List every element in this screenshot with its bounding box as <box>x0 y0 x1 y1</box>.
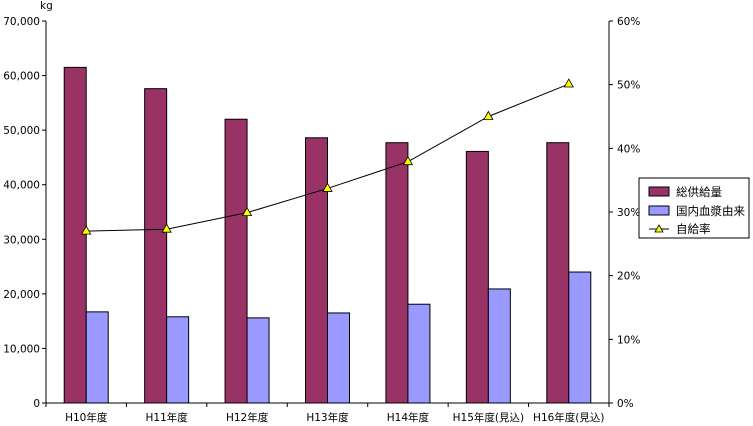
left-tick-label: 30,000 <box>3 234 40 246</box>
bar-domestic <box>487 288 511 404</box>
bar-domestic <box>568 271 592 404</box>
rate-marker <box>161 223 172 233</box>
right-tick-label: 40% <box>617 143 640 155</box>
x-axis-ticks: H10年度 H11年度 H12年度 H13年度 H14年度 H15年度(見込) H16年度(… <box>45 403 610 424</box>
right-tick-label: 20% <box>617 271 640 283</box>
bar-domestic <box>246 317 270 404</box>
left-tick-label: 20,000 <box>3 289 40 301</box>
legend-swatch-domestic <box>648 205 670 216</box>
right-axis-ticks: 0% 10% 20% 30% 40% 50% 60% <box>609 16 640 410</box>
x-tick-label: H12年度 <box>226 411 269 424</box>
left-tick-label: 0 <box>33 398 40 410</box>
bars <box>63 66 592 404</box>
left-tick-label: 60,000 <box>3 71 40 83</box>
bar-total <box>305 137 328 404</box>
legend-label-total: 総供給量 <box>676 185 722 199</box>
bar-total <box>465 150 489 404</box>
x-tick-label: H13年度 <box>306 411 349 424</box>
left-tick-label: 50,000 <box>3 125 40 137</box>
rate-marker <box>322 182 333 192</box>
bar-total <box>144 88 168 404</box>
rate-marker <box>241 206 253 217</box>
legend-label-rate: 自給率 <box>676 222 711 236</box>
rate-marker <box>563 78 574 88</box>
bar-domestic <box>327 312 350 404</box>
right-tick-label: 50% <box>617 80 640 92</box>
bar-total <box>385 142 409 404</box>
right-tick-label: 60% <box>617 16 640 28</box>
bar-domestic <box>407 303 431 404</box>
bar-domestic <box>166 316 190 404</box>
x-tick-label: H14年度 <box>387 411 430 424</box>
x-tick-label: H15年度(見込) <box>453 411 524 424</box>
bar-total <box>546 142 570 404</box>
bar-domestic <box>85 311 109 404</box>
x-tick-label: H16年度(見込) <box>533 411 604 424</box>
rate-marker <box>81 225 92 235</box>
left-axis-ticks: 0 10,000 20,000 30,000 40,000 50,000 60,000 70,… <box>3 16 46 410</box>
legend-marker-rate <box>654 224 664 233</box>
x-tick-label: H11年度 <box>146 411 189 424</box>
bar-total <box>63 66 87 404</box>
legend: 総供給量 国内血漿由来 自給率 <box>638 177 750 239</box>
legend-swatch-total <box>648 186 670 197</box>
rate-marker <box>483 110 494 120</box>
rate-marker <box>402 155 414 166</box>
right-tick-label: 0% <box>617 398 634 410</box>
y-axis-unit: kg <box>40 0 53 12</box>
legend-label-domestic: 国内血漿由来 <box>676 204 745 218</box>
rate-line <box>81 78 574 235</box>
right-tick-label: 30% <box>617 207 640 219</box>
x-tick-label: H10年度 <box>65 411 108 424</box>
right-tick-label: 10% <box>617 334 640 346</box>
bar-total <box>224 118 248 404</box>
left-tick-label: 70,000 <box>3 16 40 28</box>
left-tick-label: 40,000 <box>3 180 40 192</box>
left-tick-label: 10,000 <box>3 343 40 355</box>
